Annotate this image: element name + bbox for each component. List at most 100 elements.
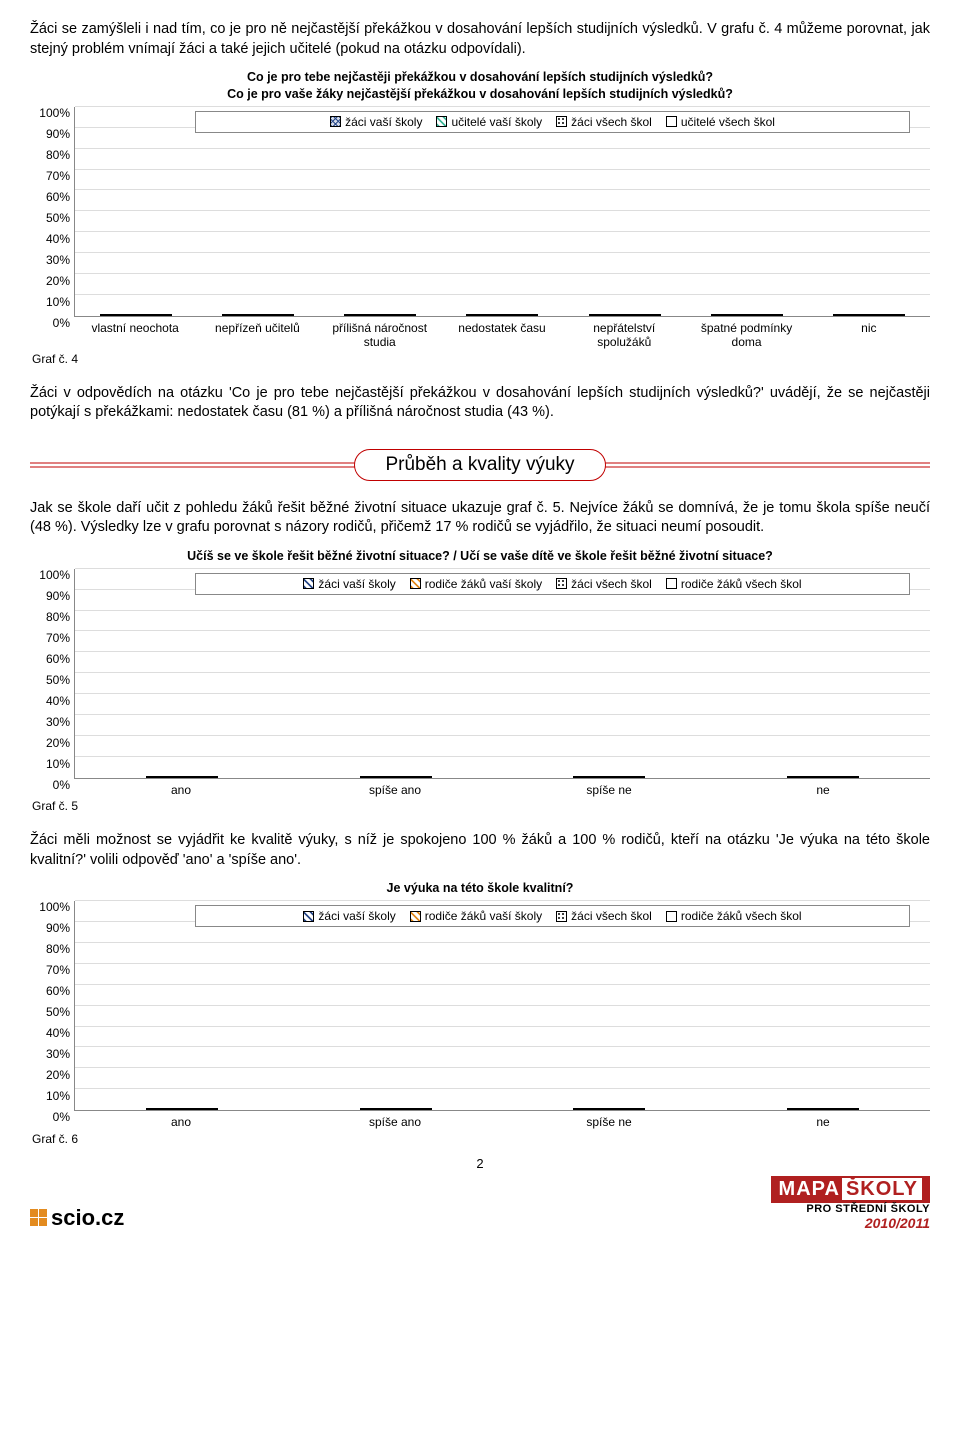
bar [643, 314, 661, 316]
bar-group [564, 314, 686, 316]
chart5-legend: žáci vaší školy rodiče žáků vaší školy žác… [195, 573, 910, 595]
chart4-title-2: Co je pro vaše žáky nejčastější překážko… [30, 86, 930, 103]
bar [841, 776, 859, 778]
x-label: spíše ne [502, 779, 716, 797]
bar [258, 314, 276, 316]
chart4-plot: žáci vaší školyučitelé vaší školyžáci vš… [74, 107, 930, 317]
bar [380, 314, 398, 316]
bar [100, 314, 118, 316]
bar [573, 1108, 591, 1110]
bar [182, 1108, 200, 1110]
bar [182, 776, 200, 778]
x-label: nepřátelství spolužáků [563, 317, 685, 350]
bar [414, 776, 432, 778]
chart5-title: Učíš se ve škole řešit běžné životní sit… [30, 548, 930, 565]
bar-group [319, 314, 441, 316]
intro-paragraph: Žáci se zamýšleli i nad tím, co je pro n… [30, 20, 930, 59]
bar [805, 1108, 823, 1110]
bar [765, 314, 783, 316]
bar [396, 1108, 414, 1110]
bar [609, 776, 627, 778]
mapa-word-2: ŠKOLY [842, 1178, 922, 1200]
chart6-title: Je výuka na této škole kvalitní? [30, 880, 930, 897]
bar [136, 314, 154, 316]
x-label: nic [808, 317, 930, 350]
bar-group [75, 314, 197, 316]
legend-item: rodiče žáků vaší školy [410, 909, 542, 923]
legend-item: učitelé všech škol [666, 115, 775, 129]
chart-5: Učíš se ve škole řešit běžné životní sit… [30, 548, 930, 813]
legend-item: žáci vaší školy [303, 577, 395, 591]
chart5-plot: žáci vaší školy rodiče žáků vaší školy žác… [74, 569, 930, 779]
bar [396, 776, 414, 778]
bar [887, 314, 905, 316]
bar [591, 1108, 609, 1110]
bar [276, 314, 294, 316]
chart-6: Je výuka na této škole kvalitní? 100%90%… [30, 880, 930, 1145]
bar [520, 314, 538, 316]
x-label: ano [74, 779, 288, 797]
bar [164, 776, 182, 778]
bar [502, 314, 520, 316]
bar [841, 1108, 859, 1110]
bar [240, 314, 258, 316]
chart5-y-axis: 100%90%80%70%60%50%40%30%20%10%0% [30, 569, 74, 779]
legend-item: učitelé vaší školy [436, 115, 542, 129]
bar-group [441, 314, 563, 316]
chart6-caption: Graf č. 6 [30, 1132, 930, 1146]
bar [154, 314, 172, 316]
bar [625, 314, 643, 316]
bar [146, 776, 164, 778]
bar [222, 314, 240, 316]
bar-group [503, 1108, 717, 1110]
x-label: spíše ano [288, 1111, 502, 1129]
mapa-logo: MAPAŠKOLY PRO STŘEDNÍ ŠKOLY 2010/2011 [771, 1176, 930, 1231]
chart5-caption: Graf č. 5 [30, 799, 930, 813]
mapa-word-1: MAPA [779, 1178, 840, 1200]
chart-4: Co je pro tebe nejčastěji překážkou v do… [30, 69, 930, 366]
bar [164, 1108, 182, 1110]
x-label: nedostatek času [441, 317, 563, 350]
bar [787, 1108, 805, 1110]
chart5-x-labels: anospíše anospíše nene [74, 779, 930, 797]
bar [378, 1108, 396, 1110]
bar [414, 1108, 432, 1110]
x-label: přílišná náročnost studia [319, 317, 441, 350]
bar [591, 776, 609, 778]
section-banner: Průběh a kvality výuky [30, 445, 930, 485]
bar-group [75, 1108, 289, 1110]
legend-item: žáci všech škol [556, 909, 652, 923]
bar [823, 1108, 841, 1110]
bar [609, 1108, 627, 1110]
bar [200, 776, 218, 778]
bar [146, 1108, 164, 1110]
bar-group [686, 314, 808, 316]
bar [851, 314, 869, 316]
x-label: ne [716, 779, 930, 797]
legend-item: rodiče žáků vaší školy [410, 577, 542, 591]
bar [747, 314, 765, 316]
bar [484, 314, 502, 316]
bar [344, 314, 362, 316]
legend-item: rodiče žáků všech škol [666, 577, 802, 591]
chart5-summary: Žáci měli možnost se vyjádřit ke kvalitě… [30, 831, 930, 870]
chart4-summary: Žáci v odpovědích na otázku 'Co je pro t… [30, 384, 930, 423]
scio-logo: scio.cz [30, 1205, 124, 1231]
mapa-subtitle: PRO STŘEDNÍ ŠKOLY [771, 1203, 930, 1215]
x-label: spíše ano [288, 779, 502, 797]
x-label: vlastní neochota [74, 317, 196, 350]
bar [118, 314, 136, 316]
bar [398, 314, 416, 316]
legend-item: žáci všech škol [556, 577, 652, 591]
bar [823, 776, 841, 778]
bar-group [808, 314, 930, 316]
bar [869, 314, 887, 316]
mapa-year: 2010/2011 [771, 1215, 930, 1231]
chart4-y-axis: 100%90%80%70%60%50%40%30%20%10%0% [30, 107, 74, 317]
x-label: ano [74, 1111, 288, 1129]
bar [627, 1108, 645, 1110]
chart4-caption: Graf č. 4 [30, 352, 930, 366]
bar [466, 314, 484, 316]
chart5-intro: Jak se škole daří učit z pohledu žáků ře… [30, 499, 930, 538]
bar [360, 1108, 378, 1110]
